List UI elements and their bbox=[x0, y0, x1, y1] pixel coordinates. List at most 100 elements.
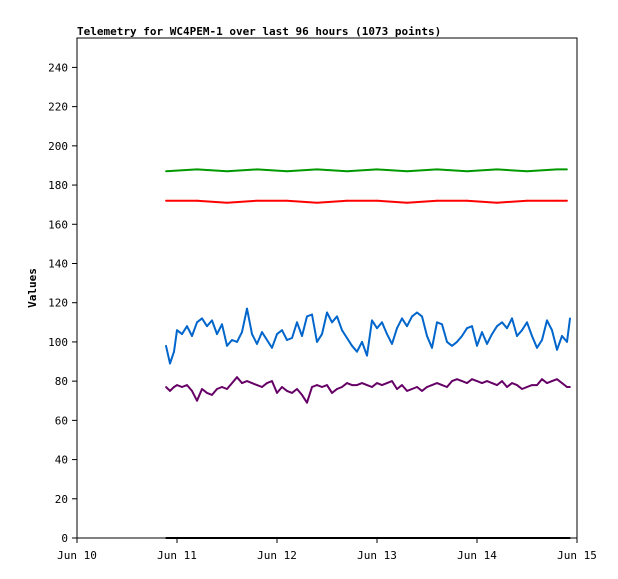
data-point bbox=[451, 380, 453, 382]
data-point bbox=[196, 199, 198, 202]
data-point bbox=[381, 321, 383, 324]
data-point bbox=[165, 537, 167, 539]
data-point bbox=[316, 384, 318, 386]
data-point bbox=[173, 386, 175, 388]
data-point bbox=[391, 343, 393, 345]
data-point bbox=[496, 325, 498, 328]
data-point bbox=[291, 337, 293, 339]
data-point bbox=[511, 317, 513, 320]
data-point bbox=[306, 401, 308, 404]
data-point bbox=[231, 339, 233, 341]
data-point bbox=[346, 337, 348, 339]
data-point bbox=[196, 321, 198, 324]
data-point bbox=[401, 384, 403, 386]
data-point bbox=[286, 199, 288, 202]
data-point bbox=[226, 201, 228, 204]
plot-frame bbox=[76, 37, 578, 539]
data-point bbox=[466, 170, 468, 173]
y-tick-label: 100 bbox=[48, 336, 68, 349]
data-point bbox=[386, 382, 388, 384]
data-point bbox=[271, 346, 273, 349]
data-point bbox=[346, 170, 348, 173]
data-point bbox=[236, 376, 238, 379]
data-point bbox=[441, 384, 443, 386]
data-point bbox=[396, 327, 398, 330]
y-axis: 0 20 40 60 80 100 120 140 160 180 200 220 240 bbox=[48, 61, 77, 545]
data-point bbox=[281, 386, 283, 388]
data-point bbox=[406, 325, 408, 328]
data-point bbox=[411, 388, 413, 390]
data-point bbox=[551, 380, 553, 382]
data-point bbox=[196, 399, 198, 402]
data-point bbox=[211, 319, 213, 322]
data-point bbox=[176, 329, 178, 332]
data-point bbox=[186, 325, 188, 328]
data-point bbox=[361, 382, 363, 384]
data-point bbox=[326, 311, 328, 314]
data-point bbox=[531, 335, 533, 337]
data-point bbox=[466, 327, 468, 330]
data-point bbox=[371, 319, 373, 322]
data-point bbox=[546, 319, 548, 322]
data-point bbox=[516, 335, 518, 337]
data-point bbox=[386, 333, 388, 335]
data-point bbox=[376, 327, 378, 330]
data-point bbox=[569, 386, 571, 388]
y-axis-label: Values bbox=[26, 268, 39, 308]
data-point bbox=[246, 307, 248, 310]
data-point bbox=[496, 201, 498, 204]
data-point bbox=[526, 386, 528, 388]
data-point bbox=[356, 350, 358, 353]
data-point bbox=[461, 335, 463, 337]
data-point bbox=[256, 384, 258, 386]
series-line-2 bbox=[165, 307, 571, 365]
data-point bbox=[206, 325, 208, 328]
data-point bbox=[526, 321, 528, 324]
data-point bbox=[246, 380, 248, 382]
data-point bbox=[221, 323, 223, 326]
data-point bbox=[541, 378, 543, 381]
x-axis: Jun 10 Jun 11 Jun 12 Jun 13 Jun 14 Jun 15 bbox=[57, 538, 597, 562]
data-point bbox=[231, 382, 233, 384]
data-point bbox=[481, 382, 483, 384]
x-tick-label: Jun 11 bbox=[157, 549, 197, 562]
data-point bbox=[361, 341, 363, 343]
series-line-3 bbox=[165, 376, 570, 404]
data-point bbox=[331, 392, 333, 394]
data-point bbox=[216, 388, 218, 390]
data-point bbox=[376, 199, 378, 202]
data-point bbox=[281, 329, 283, 332]
y-tick-label: 240 bbox=[48, 61, 68, 74]
data-point bbox=[241, 331, 243, 333]
data-point bbox=[226, 170, 228, 173]
data-point bbox=[466, 382, 468, 384]
data-point bbox=[451, 344, 453, 347]
data-point bbox=[366, 354, 368, 357]
data-point bbox=[266, 382, 268, 384]
data-point bbox=[561, 335, 563, 337]
data-point bbox=[341, 386, 343, 388]
data-point bbox=[201, 317, 203, 320]
data-point bbox=[436, 321, 438, 324]
data-point bbox=[491, 333, 493, 335]
data-point bbox=[416, 386, 418, 388]
data-point bbox=[321, 386, 323, 388]
data-point bbox=[501, 380, 503, 382]
y-tick-label: 120 bbox=[48, 297, 68, 310]
data-point bbox=[476, 344, 478, 347]
data-point bbox=[436, 168, 438, 171]
data-point bbox=[326, 384, 328, 386]
y-tick-label: 60 bbox=[55, 414, 68, 427]
data-point bbox=[336, 315, 338, 318]
data-point bbox=[256, 343, 258, 345]
data-point bbox=[291, 392, 293, 394]
data-point bbox=[226, 344, 228, 347]
data-point bbox=[261, 386, 263, 388]
data-point bbox=[416, 311, 418, 314]
data-point bbox=[165, 344, 167, 347]
data-point bbox=[461, 380, 463, 382]
data-point bbox=[181, 333, 183, 335]
data-point bbox=[346, 199, 348, 202]
data-point bbox=[471, 378, 473, 381]
data-point bbox=[496, 168, 498, 171]
